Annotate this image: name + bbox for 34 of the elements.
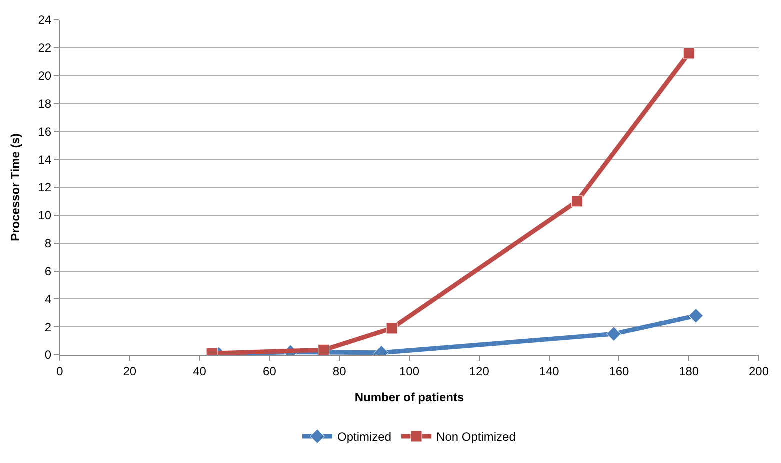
x-tick-label: 120: [469, 364, 490, 378]
y-axis-title: Processor Time (s): [8, 134, 23, 242]
y-tick-label: 6: [44, 264, 52, 278]
y-tick-label: 8: [44, 236, 52, 251]
x-axis-title: Number of patients: [354, 390, 464, 404]
y-tick-label: 16: [38, 124, 52, 139]
y-tick-label: 10: [38, 208, 52, 223]
y-tick-label: 4: [44, 292, 52, 306]
y-tick-label: 20: [38, 69, 52, 84]
x-tick-label: 0: [56, 364, 64, 378]
y-tick-label: 14: [38, 152, 52, 167]
point: [606, 326, 622, 342]
x-tick-label: 40: [193, 364, 207, 378]
legend-label: Optimized: [338, 430, 392, 444]
x-tick-label: 20: [123, 364, 137, 378]
x-tick-label: 140: [539, 364, 560, 378]
legend-label: Non Optimized: [436, 430, 516, 444]
x-tick-label: 100: [399, 364, 420, 378]
y-tick-label: 0: [44, 348, 52, 362]
point: [318, 344, 330, 355]
point: [386, 322, 398, 334]
y-tick-label: 12: [38, 180, 52, 195]
y-tick-label: 22: [38, 41, 52, 56]
x-tick-label: 80: [332, 364, 347, 378]
x-tick-label: 60: [263, 364, 277, 378]
y-tick-label: 2: [44, 320, 52, 334]
point: [683, 48, 695, 60]
point: [688, 308, 704, 324]
x-tick-label: 180: [679, 364, 700, 378]
y-tick-label: 24: [38, 13, 52, 28]
x-tick-label: 200: [748, 364, 770, 378]
y-tick-label: 18: [38, 96, 52, 111]
x-tick-label: 160: [609, 364, 630, 378]
point: [572, 196, 584, 208]
